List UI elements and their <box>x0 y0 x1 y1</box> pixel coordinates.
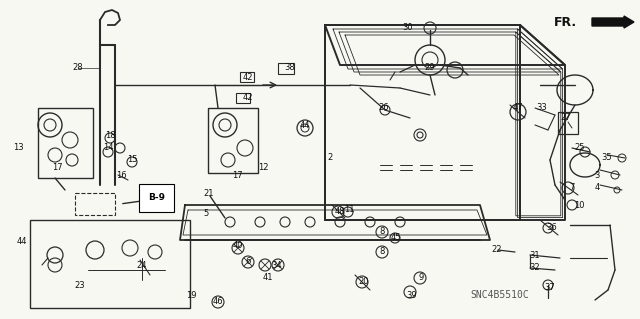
Text: FR.: FR. <box>554 16 577 28</box>
Text: 20: 20 <box>359 278 369 286</box>
Text: 45: 45 <box>391 234 401 242</box>
Text: 29: 29 <box>425 63 435 72</box>
Text: 38: 38 <box>285 63 296 72</box>
Text: 32: 32 <box>530 263 540 272</box>
Text: 5: 5 <box>204 210 209 219</box>
Text: 42: 42 <box>243 73 253 83</box>
Text: 12: 12 <box>258 164 268 173</box>
Text: 41: 41 <box>263 273 273 283</box>
Text: 48: 48 <box>335 207 346 217</box>
Text: 16: 16 <box>116 170 126 180</box>
Text: 8: 8 <box>380 248 385 256</box>
Text: 47: 47 <box>513 103 524 113</box>
Text: 15: 15 <box>127 155 137 165</box>
Text: 30: 30 <box>403 24 413 33</box>
Text: B-9: B-9 <box>148 194 165 203</box>
Text: 11: 11 <box>344 205 355 214</box>
Text: 28: 28 <box>73 63 83 72</box>
Text: 40: 40 <box>233 241 243 249</box>
Text: 24: 24 <box>137 261 147 270</box>
Text: 26: 26 <box>379 103 389 113</box>
Text: 27: 27 <box>561 114 572 122</box>
Text: 17: 17 <box>52 164 62 173</box>
Text: 6: 6 <box>245 257 251 266</box>
Text: 36: 36 <box>547 224 557 233</box>
Text: 25: 25 <box>575 144 585 152</box>
Text: 37: 37 <box>545 284 556 293</box>
FancyArrow shape <box>592 16 634 28</box>
Text: 4: 4 <box>595 183 600 192</box>
Text: 35: 35 <box>602 153 612 162</box>
Text: 33: 33 <box>536 103 547 113</box>
Text: 17: 17 <box>232 170 243 180</box>
Text: 2: 2 <box>328 153 333 162</box>
Text: 23: 23 <box>75 280 85 290</box>
Text: 44: 44 <box>17 238 28 247</box>
Text: SNC4B5510C: SNC4B5510C <box>470 290 529 300</box>
Text: 13: 13 <box>13 144 23 152</box>
Text: 10: 10 <box>573 201 584 210</box>
Text: 42: 42 <box>243 93 253 102</box>
Text: 34: 34 <box>272 261 282 270</box>
Text: 18: 18 <box>105 130 115 139</box>
Text: 21: 21 <box>204 189 214 198</box>
Text: 8: 8 <box>380 227 385 236</box>
Text: 22: 22 <box>492 246 502 255</box>
Text: 7: 7 <box>570 182 575 191</box>
Text: 46: 46 <box>212 298 223 307</box>
Text: 3: 3 <box>595 170 600 180</box>
Text: 39: 39 <box>406 291 417 300</box>
Text: 9: 9 <box>419 273 424 283</box>
Text: 14: 14 <box>103 144 113 152</box>
Text: 31: 31 <box>530 250 540 259</box>
Text: 44: 44 <box>300 121 310 130</box>
Text: 19: 19 <box>186 291 196 300</box>
